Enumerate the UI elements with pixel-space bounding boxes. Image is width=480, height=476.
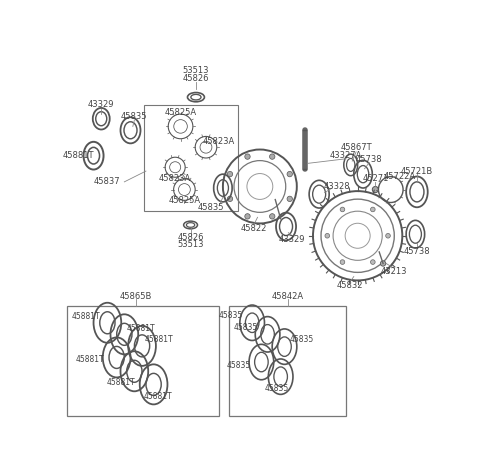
Circle shape [245, 214, 250, 219]
Circle shape [245, 154, 250, 159]
Text: 53513: 53513 [183, 67, 209, 76]
Text: 45835: 45835 [226, 361, 251, 370]
Text: 43327A: 43327A [330, 151, 362, 160]
Circle shape [386, 233, 390, 238]
Text: 45881T: 45881T [127, 324, 156, 333]
Text: 45865B: 45865B [120, 292, 152, 301]
Text: 45867T: 45867T [340, 143, 372, 152]
Circle shape [380, 261, 386, 266]
Circle shape [325, 233, 330, 238]
Text: 45837: 45837 [94, 178, 120, 187]
Text: 45881T: 45881T [106, 377, 135, 387]
Text: 43329: 43329 [88, 100, 115, 109]
Circle shape [371, 260, 375, 264]
Text: 45822: 45822 [240, 224, 267, 233]
Circle shape [270, 154, 275, 159]
Text: 45832: 45832 [336, 280, 363, 289]
Bar [67, 306, 219, 416]
Circle shape [371, 207, 375, 212]
Circle shape [270, 214, 275, 219]
Text: 45722A: 45722A [384, 172, 416, 181]
Text: 45881T: 45881T [75, 355, 104, 364]
Text: 45835: 45835 [234, 323, 258, 332]
Text: 45881T: 45881T [143, 392, 172, 401]
Text: 43328: 43328 [324, 182, 350, 191]
Circle shape [340, 260, 345, 264]
Text: 45823A: 45823A [203, 137, 235, 146]
Text: 45835: 45835 [264, 385, 289, 394]
Circle shape [228, 196, 233, 201]
Text: 45825A: 45825A [165, 108, 197, 117]
Text: 45826: 45826 [177, 233, 204, 242]
Text: 45721B: 45721B [401, 167, 433, 176]
Text: 45881T: 45881T [144, 335, 173, 344]
Circle shape [287, 171, 292, 177]
Text: 43213: 43213 [381, 267, 407, 276]
Circle shape [340, 207, 345, 212]
Circle shape [372, 187, 378, 193]
Bar [229, 306, 346, 416]
Text: 45835: 45835 [198, 203, 225, 212]
Text: 45826: 45826 [183, 74, 209, 83]
Text: 45738: 45738 [404, 247, 430, 256]
Text: 45842A: 45842A [272, 292, 304, 301]
Text: 53513: 53513 [177, 240, 204, 249]
Text: 45881T: 45881T [72, 312, 100, 321]
Text: 45271: 45271 [362, 174, 388, 183]
Bar [144, 105, 238, 211]
Text: 45881T: 45881T [62, 151, 94, 160]
Text: 45835: 45835 [218, 311, 243, 320]
Text: 43329: 43329 [279, 235, 305, 244]
Text: 45835: 45835 [121, 112, 148, 121]
Circle shape [287, 196, 292, 201]
Text: 45738: 45738 [356, 155, 383, 164]
Circle shape [228, 171, 233, 177]
Text: 45825A: 45825A [168, 196, 201, 205]
Text: 45835: 45835 [289, 335, 313, 344]
Text: 45823A: 45823A [159, 174, 192, 182]
